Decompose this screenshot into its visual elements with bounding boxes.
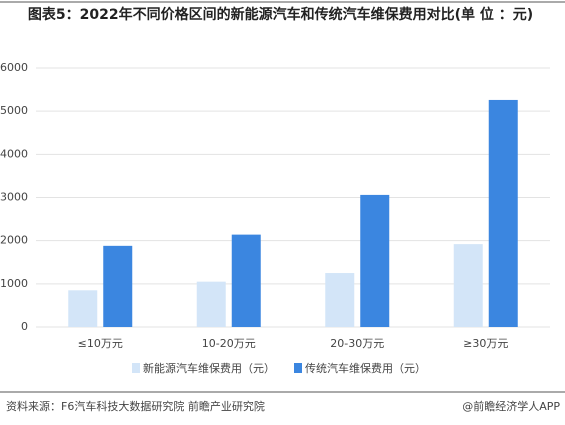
legend-label: 新能源汽车维保费用（元） xyxy=(143,361,275,375)
bar xyxy=(196,281,226,327)
legend-label: 传统汽车维保费用（元） xyxy=(305,361,426,375)
bar xyxy=(68,290,98,327)
y-tick-label: 2000 xyxy=(0,234,28,247)
credit: @前瞻经济学人APP xyxy=(462,399,560,413)
legend-swatch xyxy=(132,363,140,373)
x-tick-label: ≥30万元 xyxy=(463,337,508,350)
y-tick-label: 3000 xyxy=(0,191,28,204)
y-tick-label: 1000 xyxy=(0,277,28,290)
bar xyxy=(231,234,261,327)
y-tick-label: 5000 xyxy=(0,104,28,117)
y-tick-label: 6000 xyxy=(0,61,28,74)
x-tick-label: 20-30万元 xyxy=(330,337,384,350)
y-tick-label: 4000 xyxy=(0,147,28,160)
chart-title: 图表5：2022年不同价格区间的新能源汽车和传统汽车维保费用对比(单 位 ：元) xyxy=(27,7,534,23)
bar xyxy=(325,273,355,327)
y-tick-label: 0 xyxy=(21,320,28,333)
bar xyxy=(103,245,133,327)
bar xyxy=(453,244,483,327)
bar xyxy=(488,99,518,328)
legend-swatch xyxy=(294,363,302,373)
source: 资料来源：F6汽车科技大数据研究院 前瞻产业研究院 xyxy=(6,399,265,413)
bar xyxy=(360,194,390,327)
x-tick-label: 10-20万元 xyxy=(202,337,256,350)
x-tick-label: ≤10万元 xyxy=(78,337,123,350)
